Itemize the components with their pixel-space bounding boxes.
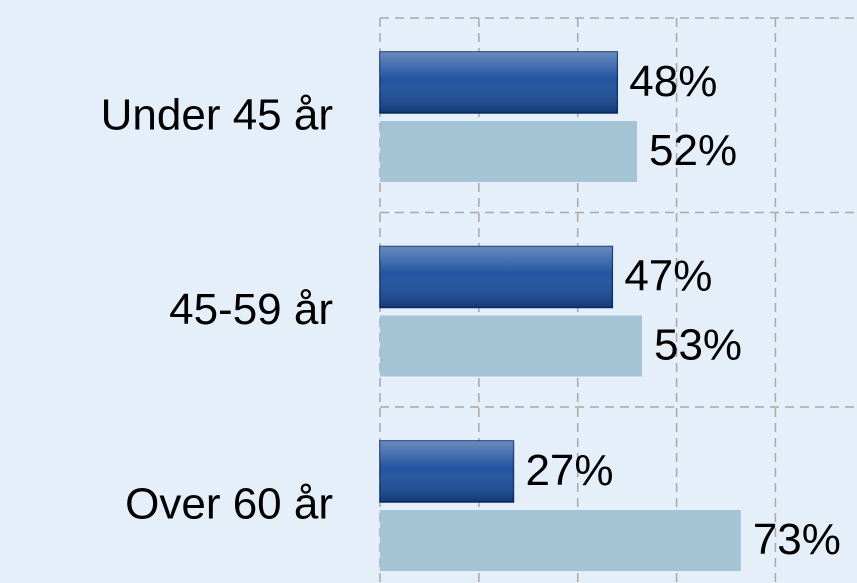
value-label: 47% <box>624 252 712 301</box>
y-tick-label: Under 45 år <box>101 91 333 140</box>
bar <box>380 510 741 571</box>
value-label: 73% <box>753 515 841 564</box>
bar <box>380 121 638 182</box>
y-tick-label: Over 60 år <box>125 480 333 529</box>
value-label: 48% <box>629 57 717 106</box>
bar-shine <box>380 246 613 308</box>
bar-shine <box>380 441 514 502</box>
bar <box>380 315 642 377</box>
y-tick-label: 45-59 år <box>169 285 333 334</box>
value-label: 52% <box>649 126 737 175</box>
bar-shine <box>380 52 618 113</box>
value-label: 53% <box>654 321 742 370</box>
value-label: 27% <box>525 446 613 495</box>
